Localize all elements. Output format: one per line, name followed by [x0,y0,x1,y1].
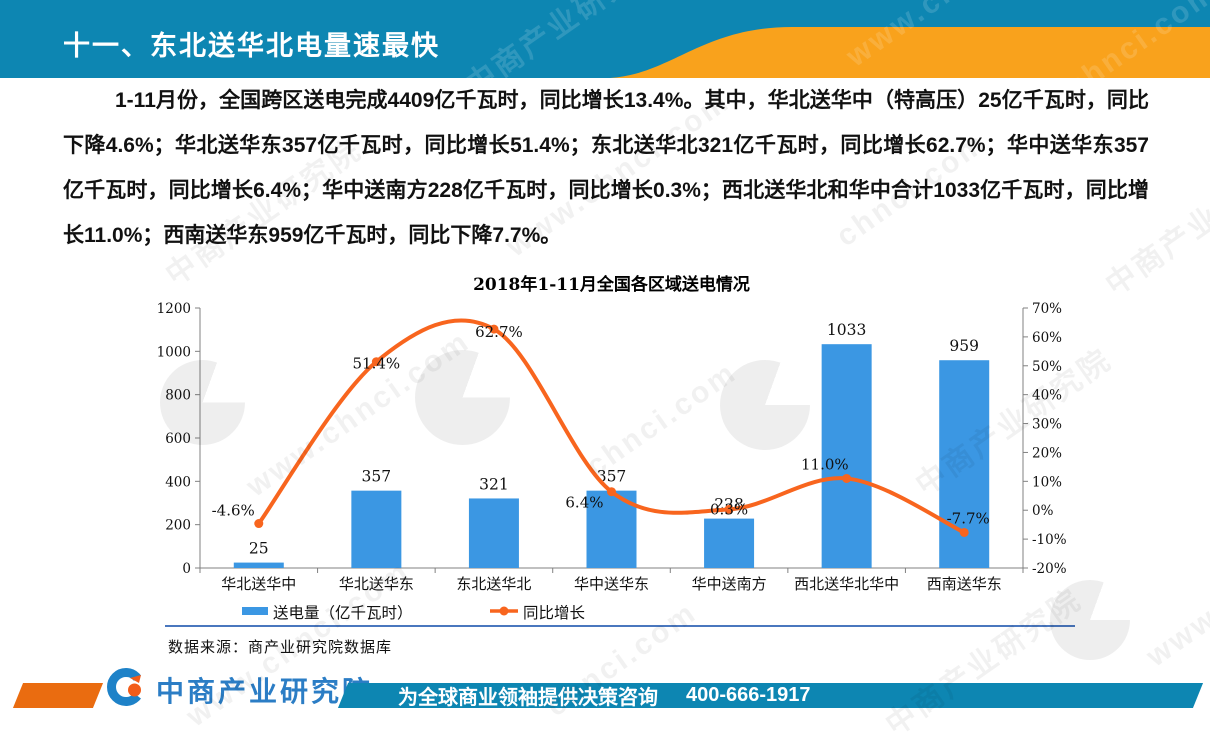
footer-slogan: 为全球商业领袖提供决策咨询 [398,687,658,709]
line-value-label: 11.0% [801,455,849,473]
page-footer: 中商产业研究院 为全球商业领袖提供决策咨询 400-666-1917 [0,660,1210,716]
right-axis-tick-label: 50% [1032,359,1062,375]
bar-value-label: 959 [949,337,979,355]
line-marker [842,473,852,483]
bar [821,344,872,568]
legend-bar-label: 送电量（亿千瓦时） [273,604,413,622]
line-value-label: 6.4% [565,494,603,512]
data-source-label: 数据来源：商产业研究院数据库 [168,639,393,656]
right-axis-tick-label: 0% [1032,503,1054,519]
line-value-label: 62.7% [475,323,523,341]
x-category-label: 西南送华东 [927,575,1002,593]
left-axis-tick-label: 600 [165,431,191,447]
line-value-label: 0.3% [710,500,748,518]
line-marker [607,487,616,497]
right-axis-tick-label: 40% [1032,388,1062,404]
page-header: 十一、东北送华北电量速最快 [0,0,1210,78]
line-marker [959,527,969,537]
x-category-label: 华中送南方 [692,575,767,593]
line-marker [489,324,499,334]
bar-value-label: 25 [249,540,269,558]
footer-contact: 为全球商业领袖提供决策咨询 400-666-1917 [398,683,811,709]
right-axis-tick-label: 30% [1032,417,1062,433]
separator-line [165,625,1075,627]
x-category-label: 华北送华东 [339,575,414,593]
legend-line-marker [499,606,509,616]
left-axis-tick-label: 800 [165,388,191,404]
bar-value-label: 357 [362,468,392,486]
footer-phone: 400-666-1917 [686,684,811,706]
bar [351,490,402,568]
line-marker [371,357,381,367]
line-value-label: -4.6% [212,502,255,520]
x-category-label: 华北送华中 [221,575,296,593]
left-axis-tick-label: 1200 [157,301,191,317]
x-category-label: 华中送华东 [574,575,649,593]
footer-orange-decoration [12,683,104,708]
line-marker [724,504,734,514]
right-axis-tick-label: 10% [1032,474,1062,490]
right-axis-tick-label: 20% [1032,445,1062,461]
line-series-group: -4.6% 51.4% 62.7% 6.4% 0.3% 11.0% -7.7% [212,318,990,537]
page-title: 十一、东北送华北电量速最快 [63,31,440,62]
bar [704,518,755,568]
right-axis-tick-label: 70% [1032,301,1062,317]
line-marker [254,519,264,529]
bar-value-label: 357 [597,468,627,486]
bar-value-label: 321 [479,475,509,493]
line-value-label: 51.4% [353,355,401,373]
left-axis-tick-label: 200 [165,518,191,534]
combo-bar-line-chart: 0 200 400 600 800 1000 1200 -20% -10% 0% 10% 20% 30%… [157,301,1067,622]
left-axis-tick-label: 400 [165,474,191,490]
line-value-label: -7.7% [947,509,990,527]
brand-name: 中商产业研究院 [156,676,374,707]
bar-value-label: 1033 [827,321,866,339]
x-category-label: 西北送华北华中 [794,575,899,593]
brand-logo-icon [107,668,148,706]
legend-line-label: 同比增长 [523,604,585,622]
left-axis-tick-label: 0 [182,561,191,577]
bar [468,498,519,568]
chart-title: 2018年1-11月全国各区域送电情况 [473,275,750,295]
axes-group: 0 200 400 600 800 1000 1200 -20% -10% 0% 10% 20% 30%… [157,301,1067,593]
summary-paragraph: 1-11月份，全国跨区送电完成4409亿千瓦时，同比增长13.4%。其中，华北送… [63,89,1149,247]
bar [233,562,284,568]
left-axis-tick-label: 1000 [157,344,191,360]
legend-bar-swatch [242,607,268,615]
chart-legend: 送电量（亿千瓦时） 同比增长 [242,604,585,622]
right-axis-tick-label: -10% [1032,532,1067,548]
right-axis-tick-label: -20% [1032,561,1067,577]
header-wave-decoration [610,27,1210,78]
right-axis-tick-label: 60% [1032,330,1062,346]
x-category-label: 东北送华北 [456,575,531,593]
